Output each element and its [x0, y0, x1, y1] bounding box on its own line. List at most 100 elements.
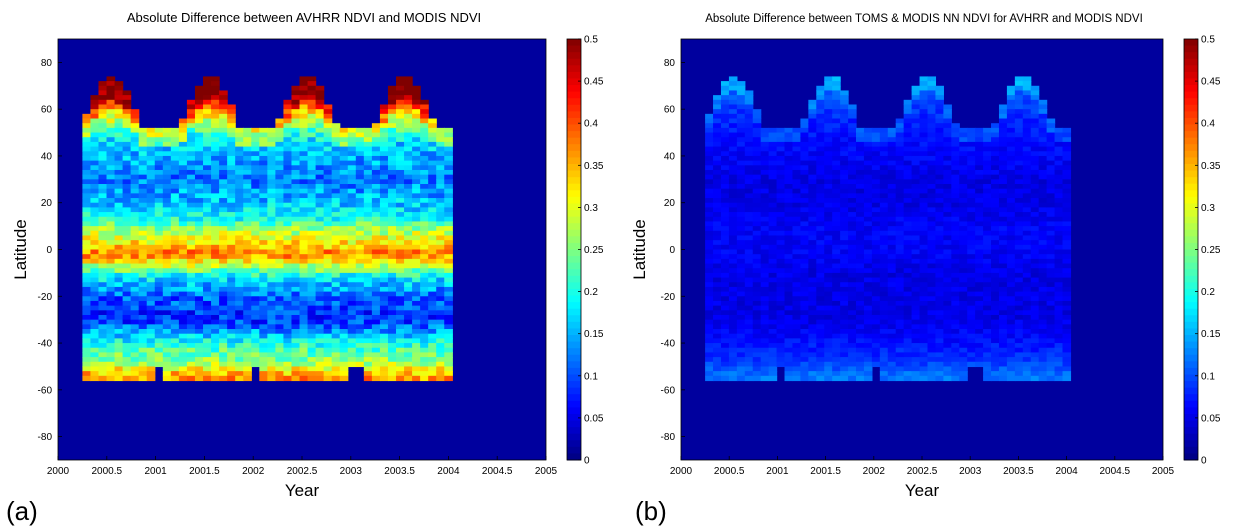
heatmap-cell	[713, 375, 722, 382]
heatmap-cell	[219, 314, 228, 321]
heatmap-cell	[347, 254, 357, 260]
heatmap-cell	[307, 333, 317, 339]
heatmap-cell	[444, 291, 453, 297]
heatmap-cell	[935, 258, 944, 265]
heatmap-cell	[235, 141, 244, 148]
heatmap-cell	[114, 193, 124, 199]
heatmap-cell	[331, 272, 341, 279]
heatmap-cell	[879, 263, 889, 269]
heatmap-cell	[146, 188, 156, 194]
heatmap-cell	[848, 212, 857, 218]
heatmap-cell	[307, 244, 317, 251]
heatmap-cell	[154, 305, 164, 311]
heatmap-cell	[919, 123, 929, 129]
heatmap-cell	[768, 137, 778, 143]
heatmap-cell	[122, 184, 132, 190]
heatmap-cell	[816, 99, 825, 106]
heatmap-cell	[170, 314, 180, 321]
heatmap-cell	[315, 249, 325, 255]
colorbar-segment	[567, 308, 581, 316]
heatmap-cell	[243, 137, 252, 143]
heatmap-cell	[178, 155, 188, 162]
heatmap-cell	[832, 235, 841, 241]
heatmap-cell	[412, 286, 421, 293]
heatmap-cell	[983, 305, 992, 311]
heatmap-cell	[428, 174, 437, 180]
heatmap-cell	[975, 333, 984, 339]
heatmap-cell	[832, 184, 841, 190]
heatmap-cell	[130, 118, 140, 124]
heatmap-cell	[816, 193, 825, 199]
heatmap-cell	[122, 95, 132, 101]
heatmap-cell	[379, 188, 389, 194]
heatmap-cell	[816, 375, 825, 382]
heatmap-cell	[291, 314, 301, 321]
heatmap-cell	[991, 268, 1000, 274]
heatmap-cell	[315, 230, 325, 237]
heatmap-cell	[90, 282, 100, 288]
heatmap-cell	[848, 286, 857, 293]
heatmap-cell	[444, 160, 453, 166]
heatmap-cell	[154, 141, 164, 148]
heatmap-cell	[154, 188, 164, 194]
heatmap-cell	[816, 127, 825, 134]
heatmap-cell	[211, 141, 220, 148]
heatmap-cell	[307, 357, 317, 363]
heatmap-cell	[808, 99, 817, 106]
heatmap-cell	[840, 244, 849, 251]
heatmap-cell	[848, 268, 857, 274]
heatmap-cell	[283, 244, 293, 251]
heatmap-cell	[299, 132, 309, 138]
heatmap-cell	[396, 146, 405, 152]
heatmap-cell	[736, 137, 746, 143]
heatmap-cell	[800, 282, 809, 288]
heatmap-cell	[736, 305, 746, 311]
heatmap-cell	[991, 151, 1000, 157]
heatmap-cell	[436, 254, 445, 260]
heatmap-cell	[98, 90, 108, 96]
heatmap-cell	[106, 95, 116, 101]
heatmap-cell	[315, 319, 325, 325]
heatmap-cell	[363, 286, 373, 293]
heatmap-cell	[832, 104, 841, 110]
heatmap-cell	[935, 155, 944, 162]
heatmap-cell	[808, 141, 817, 148]
heatmap-cell	[784, 207, 794, 213]
heatmap-cell	[387, 324, 397, 330]
heatmap-cell	[291, 141, 301, 148]
heatmap-cell	[903, 118, 913, 124]
heatmap-cell	[895, 347, 905, 354]
heatmap-cell	[283, 352, 293, 358]
heatmap-cell	[146, 352, 156, 358]
heatmap-cell	[848, 104, 857, 110]
heatmap-cell	[927, 282, 937, 288]
heatmap-cell	[243, 184, 252, 190]
heatmap-cell	[991, 258, 1000, 265]
heatmap-cell	[903, 160, 913, 166]
heatmap-cell	[816, 212, 825, 218]
heatmap-cell	[436, 338, 445, 344]
heatmap-cell	[705, 361, 714, 368]
heatmap-cell	[420, 118, 429, 124]
heatmap-cell	[130, 338, 140, 344]
heatmap-cell	[98, 258, 108, 265]
heatmap-cell	[927, 137, 937, 143]
heatmap-cell	[130, 296, 140, 302]
heatmap-cell	[130, 127, 140, 134]
heatmap-cell	[991, 155, 1000, 162]
heatmap-cell	[315, 254, 325, 260]
heatmap-cell	[840, 272, 849, 279]
heatmap-cell	[848, 202, 857, 208]
heatmap-cell	[983, 249, 992, 255]
heatmap-cell	[371, 347, 381, 354]
heatmap-cell	[728, 329, 738, 335]
heatmap-cell	[420, 109, 429, 115]
heatmap-cell	[235, 286, 244, 293]
heatmap-cell	[887, 226, 897, 232]
heatmap-cell	[323, 184, 333, 190]
heatmap-cell	[178, 141, 188, 148]
heatmap-cell	[138, 132, 148, 138]
heatmap-cell	[705, 366, 714, 372]
heatmap-cell	[186, 263, 196, 269]
heatmap-cell	[871, 268, 881, 274]
